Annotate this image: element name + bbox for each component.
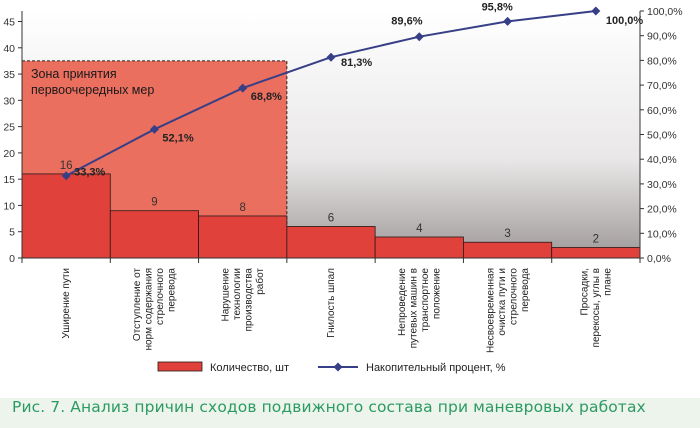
bar [109, 210, 199, 259]
x-category-label: Несвоевременнаяочистка пути истрелочного… [485, 268, 530, 353]
figure-caption: Рис. 7. Анализ причин сходов подвижного … [12, 398, 646, 416]
y-tick-label-right: 100,0% [647, 6, 683, 18]
y-tick-label-left: 15 [3, 174, 15, 186]
y-tick-label-left: 35 [3, 69, 15, 81]
bar-value-label: 2 [593, 233, 599, 245]
priority-zone-label: Зона принятия первоочередных мер [31, 67, 154, 97]
y-tick-label-right: 70,0% [647, 80, 677, 92]
x-category-label-line: Просадки, [579, 268, 590, 315]
cumulative-value-label: 52,1% [162, 132, 193, 144]
x-category-label-line: стрелочного [508, 268, 519, 325]
cumulative-value-label: 95,8% [482, 1, 513, 13]
x-category-label: Нарушениетехнологиипроизводстваработ [220, 268, 266, 332]
x-category-label-line: Непроведение [397, 268, 408, 336]
x-category-label-line: путевых машин в [409, 268, 420, 348]
y-tick-label-left: 5 [9, 227, 15, 239]
cumulative-value-label: 89,6% [391, 16, 422, 28]
cumulative-marker [149, 124, 159, 134]
y-tick-label-right: 80,0% [647, 55, 677, 67]
priority-zone-boundary [22, 60, 288, 258]
pareto-chart: Зона принятия первоочередных мер 05101520… [0, 0, 700, 398]
y-tick-label-right: 0,0% [647, 253, 671, 265]
x-category-label: Просадки,перекосы, углы вплане [579, 268, 613, 348]
x-category-label-line: транспортное [420, 268, 431, 332]
x-category-label-line: положение [432, 268, 443, 320]
y-tick-label-left: 30 [3, 95, 15, 107]
x-category-label: Отступление отнорм содержаниястрелочного… [132, 268, 178, 351]
priority-zone-label-line: Зона принятия [31, 67, 117, 81]
x-category-label-line: Нарушение [220, 268, 231, 322]
bar-value-label: 6 [328, 212, 334, 224]
legend-bar-swatch [157, 361, 203, 372]
bar [21, 173, 111, 259]
y-tick-label-left: 20 [3, 148, 15, 160]
x-category-label-line: Несвоевременная [485, 268, 496, 353]
bar-value-label: 3 [504, 228, 510, 240]
x-category-label: Гнилость шпал [326, 268, 337, 338]
cumulative-marker [326, 52, 336, 62]
y-tick-label-right: 90,0% [647, 31, 677, 43]
bar [198, 215, 288, 259]
legend-line-label: Накопительный процент, % [366, 362, 506, 374]
x-category-label-line: очистка пути и [497, 268, 508, 336]
bar [463, 241, 553, 259]
y-tick-label-right: 10,0% [647, 228, 677, 240]
y-tick-label-left: 40 [3, 43, 15, 55]
x-category-label-line: работ [254, 268, 266, 295]
y-tick-label-right: 60,0% [647, 105, 677, 117]
y-tick-label-left: 25 [3, 122, 15, 134]
bar [551, 247, 641, 259]
x-category-label-line: плане [602, 268, 613, 296]
x-category-label-line: Гнилость шпал [326, 268, 337, 338]
legend-bar-label: Количество, шт [210, 362, 289, 374]
cumulative-marker [414, 32, 424, 42]
y-tick-label-left: 0 [9, 253, 15, 265]
cumulative-marker [238, 83, 248, 93]
y-tick-label-right: 40,0% [647, 154, 677, 166]
x-category-label-line: Уширение пути [61, 268, 72, 339]
x-category-label-line: перекосы, углы в [591, 268, 602, 347]
y-tick-label-left: 45 [3, 17, 15, 29]
x-category-label-line: технологии [232, 268, 243, 320]
x-category-label-line: стрелочного [155, 268, 166, 325]
y-tick-label-left: 10 [3, 200, 15, 212]
cumulative-value-label: 68,8% [251, 91, 282, 103]
cumulative-marker [503, 16, 513, 26]
cumulative-value-label: 81,3% [341, 57, 372, 69]
bar [374, 236, 464, 259]
bar-value-label: 4 [416, 223, 423, 235]
bar-value-label: 16 [60, 160, 73, 172]
cumulative-value-label: 33,3% [74, 167, 105, 179]
y-tick-label-right: 20,0% [647, 204, 677, 216]
x-category-label-line: Отступление от [132, 268, 143, 342]
y-tick-label-right: 30,0% [647, 179, 677, 191]
bar-value-label: 9 [151, 197, 157, 209]
x-category-label-line: перевода [520, 268, 531, 312]
x-category-label-line: норм содержания [144, 268, 155, 351]
priority-zone-label-line: первоочередных мер [31, 83, 154, 97]
x-category-label-line: перевода [167, 268, 178, 312]
bar [286, 226, 376, 259]
x-category-label: Непроведениепутевых машин втранспортноеп… [397, 268, 443, 349]
bar-value-label: 8 [240, 202, 246, 214]
legend-line-marker [333, 362, 343, 372]
cumulative-marker [61, 171, 71, 181]
x-category-label-line: производства [243, 268, 254, 332]
x-category-label: Уширение пути [61, 268, 72, 339]
y-tick-label-right: 50,0% [647, 130, 677, 142]
cumulative-value-label: 100,0% [606, 15, 644, 27]
cumulative-marker [591, 6, 601, 16]
